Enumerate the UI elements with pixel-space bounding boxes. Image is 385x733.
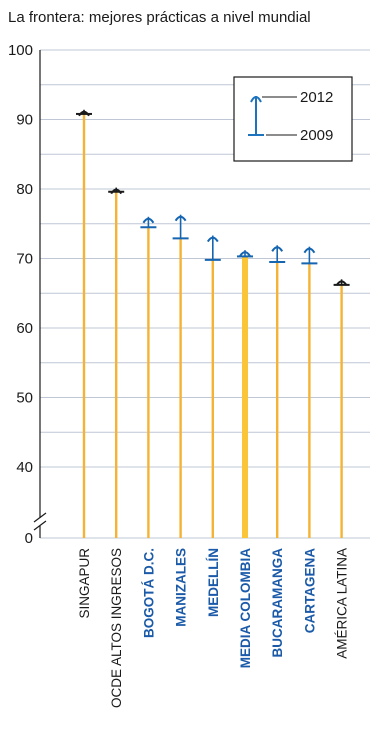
y-tick-label: 50 bbox=[16, 390, 33, 407]
axis-break-mark bbox=[33, 520, 47, 531]
y-tick-label: 0 bbox=[25, 530, 33, 547]
bar bbox=[147, 227, 150, 538]
y-tick-label: 40 bbox=[16, 459, 33, 476]
y-tick-label: 70 bbox=[16, 251, 33, 268]
marker-2012 bbox=[174, 215, 187, 222]
legend-label-2009: 2009 bbox=[300, 127, 333, 144]
legend-marker-2012 bbox=[250, 96, 262, 103]
legend-box bbox=[233, 76, 353, 162]
marker-2012 bbox=[206, 236, 219, 243]
category-label: BOGOTÁ D.C. bbox=[141, 548, 156, 638]
bar bbox=[340, 284, 343, 538]
bar bbox=[82, 113, 86, 538]
category-labels: SINGAPUR OCDE ALTOS INGRESOS BOGOTÁ D.C. MA… bbox=[77, 548, 350, 708]
bar bbox=[115, 191, 118, 538]
category-label: MEDIA COLOMBIA bbox=[238, 548, 253, 668]
bar bbox=[242, 256, 248, 538]
bars bbox=[76, 109, 350, 538]
y-tick-label: 100 bbox=[8, 42, 33, 59]
category-label: CARTAGENA bbox=[302, 548, 317, 633]
marker-2012 bbox=[271, 246, 284, 252]
category-label: OCDE ALTOS INGRESOS bbox=[109, 548, 124, 708]
category-label: MEDELLÍN bbox=[206, 548, 221, 617]
bar bbox=[308, 263, 311, 538]
y-tick-label: 90 bbox=[16, 112, 33, 129]
category-label: SINGAPUR bbox=[77, 548, 92, 619]
marker-2012 bbox=[303, 247, 316, 254]
legend-label-2012: 2012 bbox=[300, 89, 333, 106]
category-label: BUCARAMANGA bbox=[270, 548, 285, 658]
category-label: AMÉRICA LATINA bbox=[335, 548, 350, 659]
axis-break-mark bbox=[33, 512, 47, 523]
legend: 2012 2009 bbox=[233, 76, 353, 162]
bar bbox=[179, 238, 182, 538]
bar bbox=[276, 261, 279, 538]
y-tick-label: 60 bbox=[16, 320, 33, 337]
marker-2012 bbox=[239, 251, 251, 257]
y-axis: 100 90 80 70 60 50 40 0 bbox=[8, 42, 47, 547]
marker-2012 bbox=[142, 217, 155, 224]
bar bbox=[211, 259, 214, 538]
chart-title: La frontera: mejores prácticas a nivel m… bbox=[8, 9, 311, 26]
category-label: MANIZALES bbox=[174, 548, 189, 627]
y-tick-label: 80 bbox=[16, 181, 33, 198]
